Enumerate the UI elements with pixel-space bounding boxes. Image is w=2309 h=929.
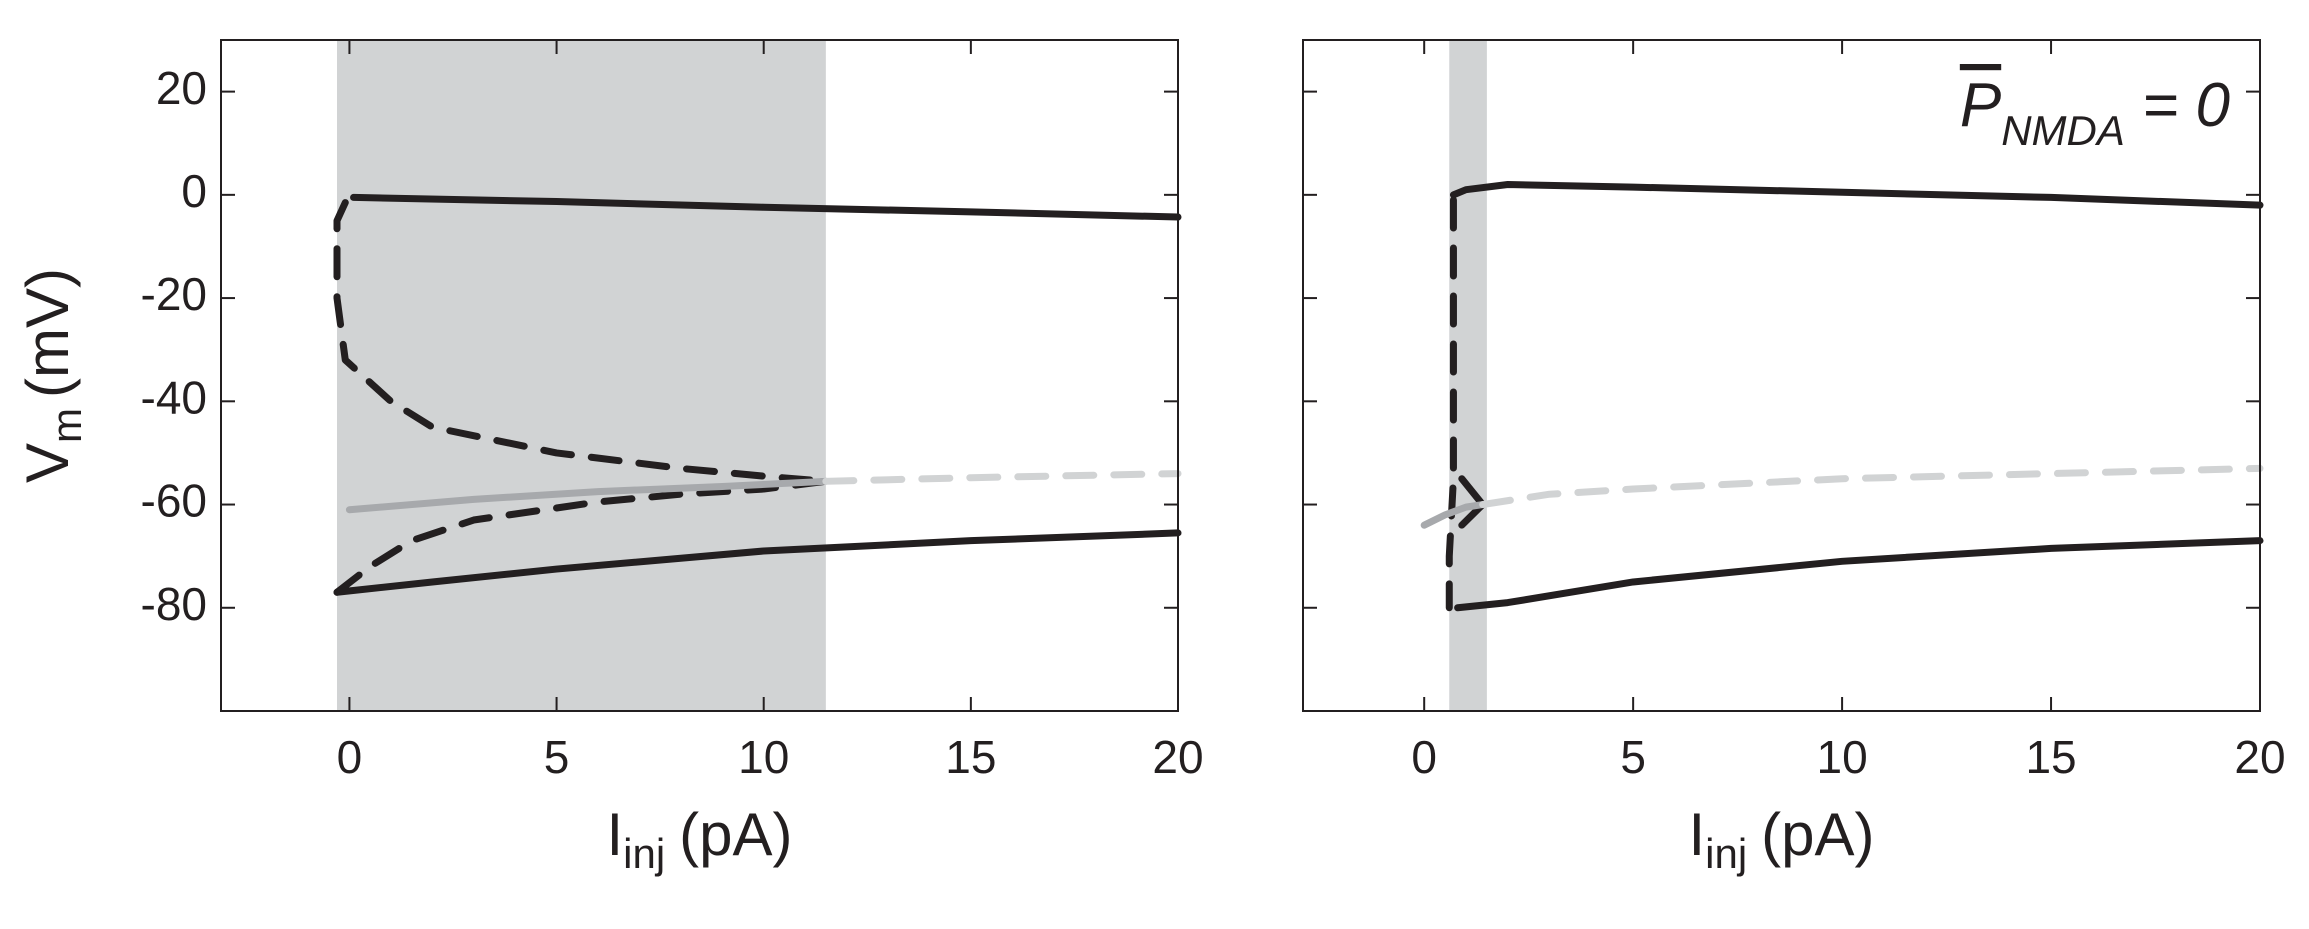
annotation-rest: = 0: [2125, 71, 2230, 140]
label-unit: (pA): [679, 801, 792, 868]
curve: [1479, 464, 2264, 509]
x-tick-label: 10: [738, 731, 789, 783]
x-axis-label: Iinj (pA): [606, 801, 792, 877]
label-unit: (pA): [1761, 801, 1874, 868]
annotation-main: P: [1960, 71, 2001, 140]
curve: [1420, 501, 1487, 529]
x-tick-label: 20: [2234, 731, 2285, 783]
curve: [1449, 181, 2264, 209]
annotation: PNMDA = 0: [1960, 71, 2230, 154]
curve: [333, 199, 830, 485]
curve: [333, 477, 830, 596]
x-tick-label: 5: [544, 731, 570, 783]
shaded-region: [337, 40, 826, 711]
curve: [345, 477, 830, 514]
label-main: I: [1688, 801, 1705, 868]
y-tick-label: 0: [181, 165, 207, 217]
x-tick-label: 5: [1620, 731, 1646, 783]
x-axis-label: Iinj (pA): [1688, 801, 1874, 877]
axes-box: [1302, 39, 2261, 712]
y-tick-label: -20: [141, 268, 207, 320]
curve: [1454, 537, 2264, 612]
x-tick-label: 15: [2025, 731, 2076, 783]
x-tick-label: 20: [1152, 731, 1203, 783]
label-main: V: [14, 443, 81, 483]
panel: 0 5 10 15 20 Iinj (pA) PNMDA = 0: [1302, 39, 2286, 877]
curve: [1445, 196, 1457, 612]
curve: [333, 529, 1182, 596]
curve: [822, 470, 1182, 485]
x-tick-label: 10: [1817, 731, 1868, 783]
y-tick-label: 20: [156, 62, 207, 114]
shaded-region: [1449, 40, 1487, 711]
label-sub: inj: [1705, 830, 1747, 877]
y-tick-label: -60: [141, 475, 207, 527]
y-tick-label: -40: [141, 371, 207, 423]
x-tick-label: 0: [1411, 731, 1437, 783]
annotation-sub: NMDA: [2001, 107, 2125, 154]
x-tick-label: 15: [945, 731, 996, 783]
curve: [350, 193, 1182, 221]
label-sub: m: [43, 408, 90, 443]
label-unit: (mV): [14, 268, 81, 398]
label-sub: inj: [623, 830, 665, 877]
axes-box: [220, 39, 1179, 712]
y-axis-label: Vm (mV): [14, 268, 90, 483]
y-tick-label: -80: [141, 578, 207, 630]
label-main: I: [606, 801, 623, 868]
x-tick-label: 0: [337, 731, 363, 783]
panel: -80 -60 -40 -20 0 20 0 5 10 15 20 Iinj (pA) Vm (mV): [14, 39, 1204, 877]
